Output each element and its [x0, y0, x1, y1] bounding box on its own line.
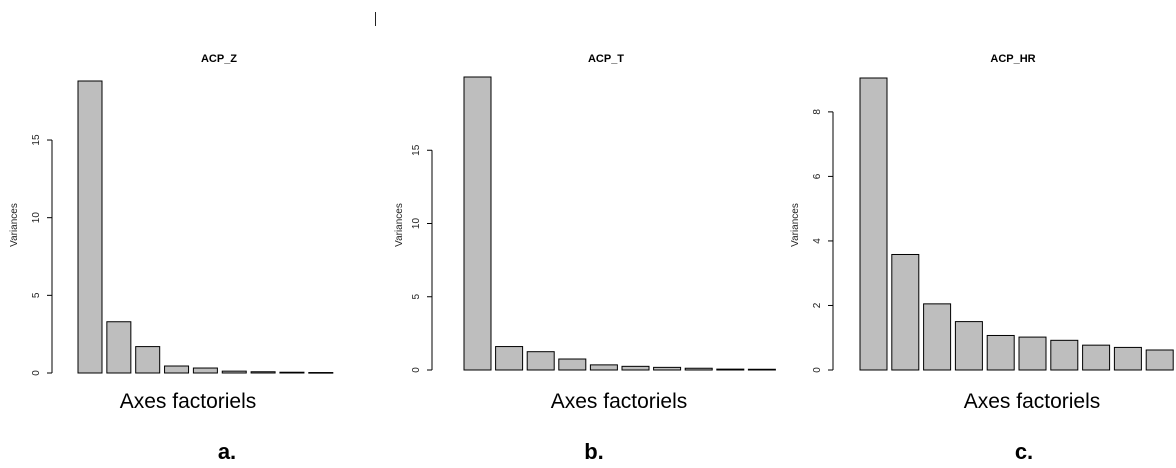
bar — [589, 364, 618, 371]
stray-divider — [375, 12, 376, 26]
bar — [308, 372, 334, 374]
y-tick-label: 6 — [812, 173, 823, 179]
bar — [1018, 336, 1047, 371]
y-tick-label: 4 — [812, 238, 823, 244]
bar — [558, 358, 587, 371]
bar — [77, 80, 103, 374]
y-tick-label: 15 — [31, 134, 42, 146]
y-axis-label: Variances — [9, 203, 20, 247]
x-axis-label: Axes factoriels — [120, 390, 257, 413]
chart-panel-acp-z: ACP_Z Variances 0 5 10 15 Axes factoriels a… — [9, 53, 334, 464]
bar — [1113, 346, 1142, 371]
y-tick-label: 8 — [812, 109, 823, 115]
bar — [716, 368, 745, 371]
y-tick-label: 10 — [31, 212, 42, 224]
bar — [923, 303, 952, 371]
chart-panel-acp-t: ACP_T Variances 0 5 10 15 Axes factoriels b… — [394, 53, 776, 464]
bar — [164, 365, 190, 374]
y-tick-label: 2 — [812, 302, 823, 308]
bar — [1082, 344, 1111, 371]
x-axis-label: Axes factoriels — [964, 390, 1101, 413]
bar — [859, 77, 888, 371]
y-tick-label: 0 — [812, 367, 823, 373]
bar — [221, 370, 247, 374]
bar — [653, 366, 682, 371]
bar — [250, 371, 276, 374]
bar — [106, 321, 132, 374]
bar — [135, 346, 161, 374]
bar — [684, 367, 713, 371]
chart-title: ACP_Z — [201, 53, 237, 65]
bar-group — [859, 77, 1174, 371]
bar-group — [77, 80, 334, 374]
y-tick-label: 5 — [31, 292, 42, 298]
y-axis: 0 5 10 15 — [31, 134, 53, 376]
chart-panel-acp-hr: ACP_HR Variances 0 2 4 6 8 Axes factoriels c… — [790, 53, 1174, 464]
y-axis-label: Variances — [790, 203, 801, 247]
bar — [954, 321, 983, 371]
bar — [463, 76, 492, 371]
panel-label: b. — [584, 439, 604, 464]
y-tick-label: 0 — [411, 367, 422, 373]
y-tick-label: 15 — [411, 144, 422, 156]
bar — [986, 334, 1015, 371]
bar — [279, 371, 305, 374]
bar — [526, 351, 555, 371]
chart-title: ACP_T — [588, 53, 624, 65]
bar — [891, 253, 920, 371]
chart-title: ACP_HR — [990, 53, 1035, 65]
bar — [747, 368, 776, 371]
y-tick-label: 5 — [411, 294, 422, 300]
y-tick-label: 0 — [31, 370, 42, 376]
bar — [621, 365, 650, 371]
panel-label: a. — [218, 439, 236, 464]
y-axis-label: Variances — [394, 203, 405, 247]
bar — [192, 367, 218, 374]
y-tick-label: 10 — [411, 218, 422, 230]
bar — [1145, 349, 1174, 371]
x-axis-label: Axes factoriels — [551, 390, 688, 413]
bar — [1050, 339, 1079, 371]
y-axis: 0 2 4 6 8 — [812, 109, 834, 373]
bar — [495, 346, 524, 371]
y-axis: 0 5 10 15 — [411, 144, 433, 373]
panel-label: c. — [1015, 439, 1033, 464]
bar-group — [463, 76, 776, 371]
